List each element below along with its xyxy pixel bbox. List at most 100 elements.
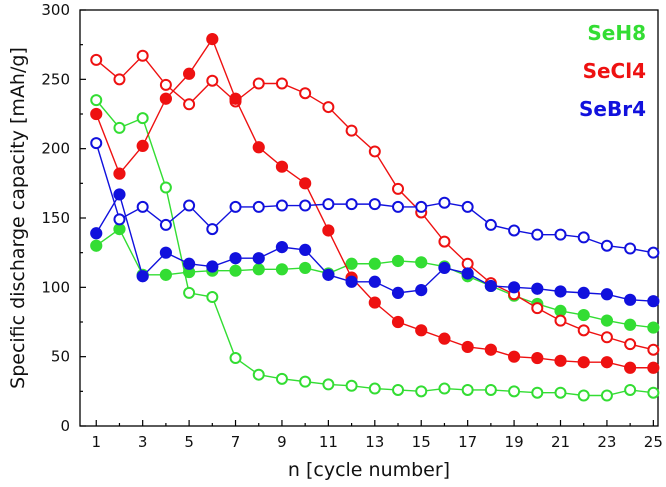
data-point bbox=[438, 261, 451, 275]
y-axis-title: Specific discharge capacity [mAh/g] bbox=[7, 47, 29, 389]
x-tick-label: 9 bbox=[277, 433, 287, 451]
data-point bbox=[275, 372, 288, 385]
data-point bbox=[624, 293, 637, 306]
plot-area bbox=[79, 9, 659, 427]
data-point bbox=[415, 324, 428, 337]
data-point bbox=[577, 324, 590, 337]
data-point bbox=[531, 351, 544, 365]
x-tick-label: 3 bbox=[138, 433, 148, 451]
data-point bbox=[577, 308, 590, 322]
data-point bbox=[113, 167, 126, 180]
data-point bbox=[322, 198, 335, 211]
data-point bbox=[554, 314, 567, 327]
data-point bbox=[647, 361, 660, 374]
data-point bbox=[392, 383, 405, 396]
data-point bbox=[600, 331, 613, 344]
legend-label-seh8: SeH8 bbox=[587, 21, 646, 45]
data-point bbox=[415, 200, 428, 213]
data-point bbox=[577, 356, 590, 369]
data-point bbox=[438, 235, 451, 248]
x-tick-label: 11 bbox=[319, 433, 338, 451]
data-point bbox=[461, 383, 474, 396]
data-point bbox=[136, 112, 149, 125]
data-point bbox=[159, 268, 172, 281]
data-point bbox=[183, 257, 196, 270]
data-point bbox=[345, 379, 358, 392]
data-point bbox=[275, 263, 289, 276]
data-point bbox=[368, 275, 381, 288]
data-point bbox=[624, 338, 637, 351]
data-point bbox=[345, 198, 358, 211]
data-point bbox=[206, 291, 219, 304]
series-5 bbox=[90, 188, 660, 308]
data-point bbox=[600, 356, 614, 369]
data-point bbox=[391, 315, 405, 329]
data-point bbox=[600, 288, 614, 301]
data-point bbox=[392, 200, 405, 213]
data-point bbox=[113, 188, 126, 201]
data-point bbox=[507, 350, 521, 363]
data-point bbox=[554, 228, 567, 241]
data-point bbox=[624, 383, 637, 396]
data-point bbox=[438, 196, 451, 209]
data-point bbox=[647, 321, 660, 334]
data-point bbox=[159, 181, 172, 194]
y-tick-label: 50 bbox=[51, 348, 70, 366]
data-point bbox=[554, 386, 567, 399]
data-point bbox=[252, 141, 265, 154]
data-point bbox=[507, 281, 521, 294]
data-point bbox=[206, 74, 219, 87]
data-point bbox=[577, 231, 590, 244]
data-point bbox=[299, 243, 312, 256]
data-point bbox=[299, 199, 312, 212]
legend-label-secl4: SeCl4 bbox=[583, 59, 646, 83]
data-point bbox=[484, 343, 497, 356]
data-point bbox=[229, 92, 242, 105]
data-point bbox=[508, 385, 521, 398]
data-point bbox=[136, 200, 149, 213]
series-0 bbox=[90, 94, 660, 402]
data-point bbox=[368, 296, 381, 309]
data-point bbox=[159, 218, 172, 231]
y-tick-label: 0 bbox=[60, 417, 70, 435]
y-tick-label: 200 bbox=[41, 140, 70, 158]
data-point bbox=[554, 354, 567, 367]
data-point bbox=[624, 361, 637, 374]
data-point bbox=[90, 107, 103, 121]
y-tick-label: 100 bbox=[41, 278, 70, 296]
data-point bbox=[600, 314, 614, 327]
data-point bbox=[299, 261, 312, 275]
data-point bbox=[159, 78, 172, 91]
data-point bbox=[391, 254, 405, 268]
data-point bbox=[252, 263, 265, 276]
data-point bbox=[229, 264, 242, 277]
data-point bbox=[461, 340, 474, 354]
x-tick-label: 21 bbox=[551, 433, 570, 451]
x-tick-label: 23 bbox=[597, 433, 616, 451]
data-point bbox=[252, 252, 265, 265]
series-line bbox=[95, 99, 654, 397]
y-tick-label: 300 bbox=[41, 1, 70, 19]
data-point bbox=[461, 200, 474, 213]
data-point bbox=[438, 382, 451, 395]
data-point bbox=[275, 199, 288, 212]
data-point bbox=[159, 92, 172, 105]
data-point bbox=[531, 282, 544, 295]
data-point bbox=[461, 257, 474, 270]
data-point bbox=[113, 73, 126, 86]
data-point bbox=[600, 239, 613, 252]
data-point bbox=[183, 199, 196, 212]
data-point bbox=[206, 223, 219, 236]
data-point bbox=[90, 239, 103, 252]
data-point bbox=[252, 77, 265, 90]
y-tick-label: 150 bbox=[41, 209, 70, 227]
data-point bbox=[90, 94, 103, 107]
data-point bbox=[345, 275, 358, 288]
data-point bbox=[461, 267, 474, 280]
x-tick-label: 1 bbox=[91, 433, 101, 451]
data-point bbox=[531, 386, 544, 399]
x-axis-title: n [cycle number] bbox=[288, 459, 450, 481]
data-point bbox=[113, 121, 126, 134]
data-point bbox=[229, 252, 242, 265]
data-point bbox=[183, 286, 196, 299]
